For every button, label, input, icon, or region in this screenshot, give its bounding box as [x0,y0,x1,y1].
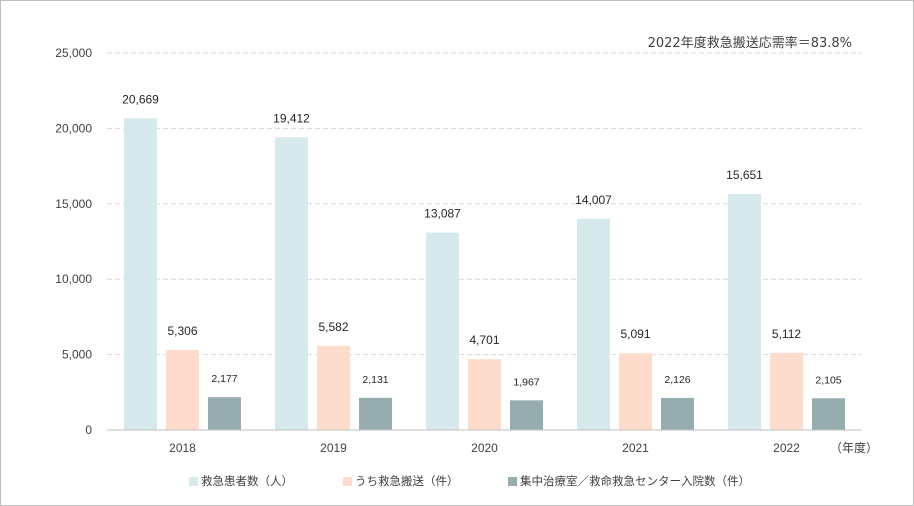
data-label: 15,651 [726,168,763,182]
legend-swatch [508,477,517,486]
data-label: 20,669 [122,92,159,106]
bar-2018-series-2 [208,397,241,430]
bars [124,118,845,431]
bar-2018-series-0 [124,118,157,431]
bar-2022-series-0 [728,193,761,430]
legend-label: 集中治療室／救命救急センター入院数（件） [520,474,750,488]
legend-swatch [189,477,198,486]
y-tick-label: 10,000 [55,272,92,286]
data-label: 5,582 [318,320,348,334]
data-label: 14,007 [575,193,612,207]
data-label: 5,091 [620,327,650,341]
data-label: 4,701 [469,333,499,347]
x-tick-label: 2022 [773,441,800,455]
y-tick-label: 25,000 [55,46,92,60]
bar-2019-series-1 [317,345,350,430]
data-label: 13,087 [424,207,461,221]
y-tick-label: 0 [85,423,92,437]
data-labels: 20,669 5,306 2,177 19,412 5,582 2,131 13,087 4,… [122,92,842,388]
bar-2022-series-2 [812,398,845,430]
bar-2022-series-1 [770,352,803,430]
y-tick-label: 20,000 [55,121,92,135]
x-axis-ticks: 2018 2019 2020 2021 2022 [169,441,800,455]
bar-2019-series-0 [275,137,308,431]
x-unit-label: （年度） [830,440,878,455]
bar-2021-series-0 [577,218,610,430]
data-label: 2,105 [815,374,841,386]
legend: 救急患者数（人） うち救急搬送（件） 集中治療室／救命救急センター入院数（件） [189,474,750,488]
data-label: 1,967 [513,376,539,388]
y-axis-ticks: 0 5,000 10,000 15,000 20,000 25,000 [55,46,92,437]
data-label: 5,112 [772,327,801,341]
legend-swatch [343,477,352,486]
bar-2021-series-2 [661,397,694,430]
y-tick-label: 15,000 [55,197,92,211]
x-tick-label: 2019 [320,441,347,455]
bar-2019-series-2 [359,397,392,430]
data-label: 2,126 [664,374,690,386]
x-tick-label: 2018 [169,441,196,455]
x-tick-label: 2020 [471,441,498,455]
bar-2020-series-2 [510,400,543,430]
y-tick-label: 5,000 [62,348,92,362]
data-label: 5,306 [167,324,197,338]
x-tick-label: 2021 [622,441,649,455]
legend-label: うち救急搬送（件） [355,474,459,488]
bar-2020-series-1 [468,359,501,430]
bar-2020-series-0 [426,232,459,430]
bar-2018-series-1 [166,349,199,430]
data-label: 2,131 [362,374,388,386]
response-rate-annotation: 2022年度救急搬送応需率＝83.8% [648,35,852,51]
data-label: 19,412 [273,111,310,125]
legend-label: 救急患者数（人） [201,474,293,488]
bar-2021-series-1 [619,353,652,430]
data-label: 2,177 [211,373,237,385]
grid-lines [107,52,862,356]
